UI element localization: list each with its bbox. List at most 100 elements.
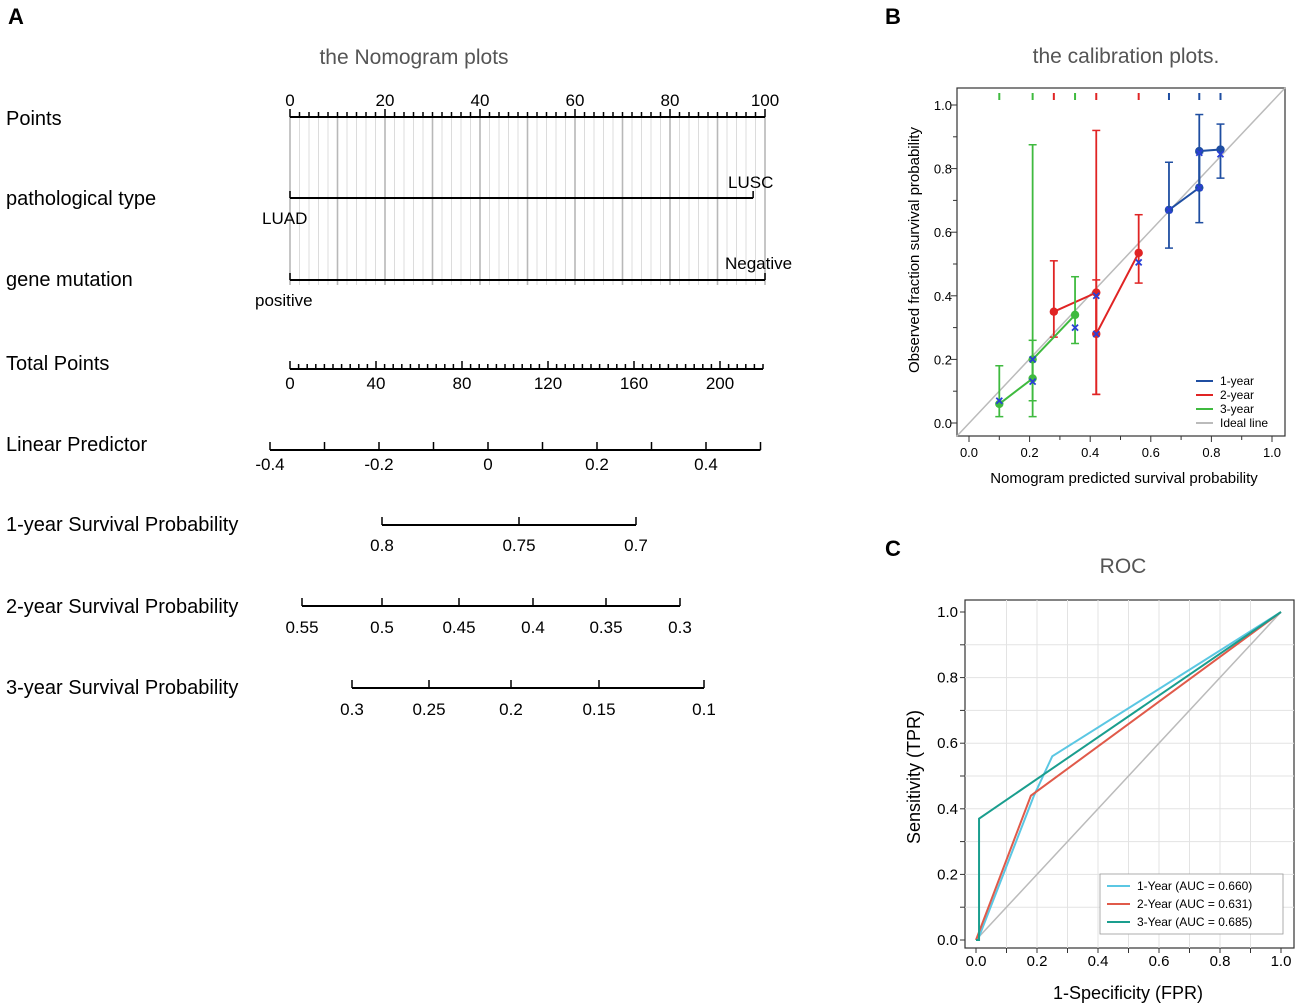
calibration-cross — [1216, 150, 1225, 158]
calibration-cross — [1135, 258, 1143, 267]
pts-tick-60: 60 — [566, 91, 585, 110]
panel-label-a: A — [8, 4, 24, 29]
calib-xtick-0: 0.0 — [960, 445, 978, 460]
y2-tick-05: 0.5 — [370, 618, 394, 637]
row-label-2yr: 2-year Survival Probability — [6, 596, 238, 618]
calib-ytick-5: 1.0 — [934, 98, 952, 113]
roc-xtick-0: 0.0 — [966, 953, 987, 970]
y3-tick-03: 0.3 — [340, 700, 364, 719]
calib-xtick-5: 1.0 — [1263, 445, 1281, 460]
row-label-points: Points — [6, 108, 62, 130]
calibration-cross — [1195, 149, 1203, 157]
calib-xtick-2: 0.4 — [1081, 445, 1099, 460]
roc-xtick-2: 0.4 — [1088, 953, 1109, 970]
y1-tick-075: 0.75 — [502, 536, 535, 555]
y3-tick-01: 0.1 — [692, 700, 716, 719]
roc-curve — [976, 611, 1282, 941]
roc-xlabel: 1-Specificity (FPR) — [1053, 983, 1203, 1003]
calibration-ylabel: Observed fraction survival probability — [906, 127, 923, 373]
calibration-point — [1070, 310, 1080, 320]
calib-ytick-0: 0.0 — [934, 416, 952, 431]
roc-xtick-3: 0.6 — [1149, 953, 1170, 970]
y1-tick-08: 0.8 — [370, 536, 394, 555]
tp-tick-200: 200 — [706, 374, 734, 393]
calibration-cross — [1195, 184, 1203, 192]
roc-legend-2yr: 2-Year (AUC = 0.631) — [1137, 897, 1252, 911]
calibration-point — [1195, 146, 1204, 156]
row-label-3yr: 3-year Survival Probability — [6, 677, 238, 699]
tp-tick-0: 0 — [285, 374, 294, 393]
row-label-pathological-type: pathological type — [6, 188, 156, 210]
calibration-line — [1168, 148, 1221, 211]
roc-legend-box — [1099, 873, 1284, 935]
calibration-cross — [995, 397, 1003, 405]
roc-legend-1yr: 1-Year (AUC = 0.660) — [1137, 879, 1252, 893]
y3-tick-015: 0.15 — [582, 700, 615, 719]
panel-label-c: C — [885, 536, 901, 561]
roc-legend-3yr: 3-Year (AUC = 0.685) — [1137, 915, 1252, 929]
calibration-cross — [1028, 378, 1037, 386]
y1-tick-07: 0.7 — [624, 536, 648, 555]
y3-tick-025: 0.25 — [412, 700, 445, 719]
lp-tick-neg02: -0.2 — [364, 455, 393, 474]
lp-tick-0: 0 — [483, 455, 492, 474]
calib-legend-2yr: 2-year — [1220, 388, 1254, 402]
level-luad: LUAD — [262, 209, 307, 228]
y3-tick-02: 0.2 — [499, 700, 523, 719]
row-label-gene-mutation: gene mutation — [6, 269, 133, 291]
roc-ytick-0: 0.0 — [937, 932, 958, 949]
y2-tick-055: 0.55 — [285, 618, 318, 637]
tp-tick-160: 160 — [620, 374, 648, 393]
row-label-1yr: 1-year Survival Probability — [6, 514, 238, 536]
y2-tick-035: 0.35 — [589, 618, 622, 637]
calibration-title: the calibration plots. — [1033, 45, 1220, 68]
roc-ytick-5: 1.0 — [937, 604, 958, 621]
pts-tick-100: 100 — [751, 91, 779, 110]
calibration-cross — [1092, 292, 1100, 300]
roc-panel: ROC 1-Specificity (FPR) Sensitivity (TPR… — [904, 555, 1295, 1003]
calib-legend-1yr: 1-year — [1220, 374, 1254, 388]
calibration-panel: the calibration plots. Nomogram predicte… — [906, 45, 1286, 487]
tp-tick-120: 120 — [534, 374, 562, 393]
calib-xtick-1: 0.2 — [1021, 445, 1039, 460]
calibration-cross — [1165, 206, 1173, 214]
roc-ytick-2: 0.4 — [937, 801, 958, 818]
pts-tick-40: 40 — [471, 91, 490, 110]
calib-legend-3yr: 3-year — [1220, 402, 1254, 416]
row-label-linear-predictor: Linear Predictor — [6, 434, 148, 456]
ideal-line — [956, 87, 1286, 437]
level-positive: positive — [255, 291, 313, 310]
calib-ytick-1: 0.2 — [934, 352, 952, 367]
calibration-point — [1134, 248, 1143, 258]
calibration-xlabel: Nomogram predicted survival probability — [990, 470, 1258, 487]
row-label-total-points: Total Points — [6, 353, 109, 375]
calib-xtick-4: 0.8 — [1202, 445, 1220, 460]
roc-frame — [964, 599, 1295, 949]
lp-tick-neg04: -0.4 — [255, 455, 284, 474]
level-lusc: LUSC — [728, 173, 773, 192]
roc-ylabel: Sensitivity (TPR) — [904, 710, 924, 844]
pts-tick-20: 20 — [376, 91, 395, 110]
roc-ytick-4: 0.8 — [937, 670, 958, 687]
y2-tick-045: 0.45 — [442, 618, 475, 637]
roc-ytick-1: 0.2 — [937, 866, 958, 883]
panel-label-b: B — [885, 4, 901, 29]
roc-curve — [975, 611, 1282, 941]
calibration-cross — [1028, 355, 1037, 364]
level-negative: Negative — [725, 254, 792, 273]
calib-xtick-3: 0.6 — [1142, 445, 1160, 460]
y2-tick-04: 0.4 — [521, 618, 545, 637]
calib-ytick-4: 0.8 — [934, 162, 952, 177]
roc-diagonal — [975, 611, 1282, 941]
pts-tick-0: 0 — [285, 91, 294, 110]
lp-tick-02: 0.2 — [585, 455, 609, 474]
nomogram-title: the Nomogram plots — [319, 46, 508, 69]
tp-tick-40: 40 — [367, 374, 386, 393]
calibration-cross — [1092, 330, 1100, 338]
roc-xtick-4: 0.8 — [1210, 953, 1231, 970]
calib-ytick-3: 0.6 — [934, 225, 952, 240]
tp-tick-80: 80 — [453, 374, 472, 393]
y2-tick-03: 0.3 — [668, 618, 692, 637]
